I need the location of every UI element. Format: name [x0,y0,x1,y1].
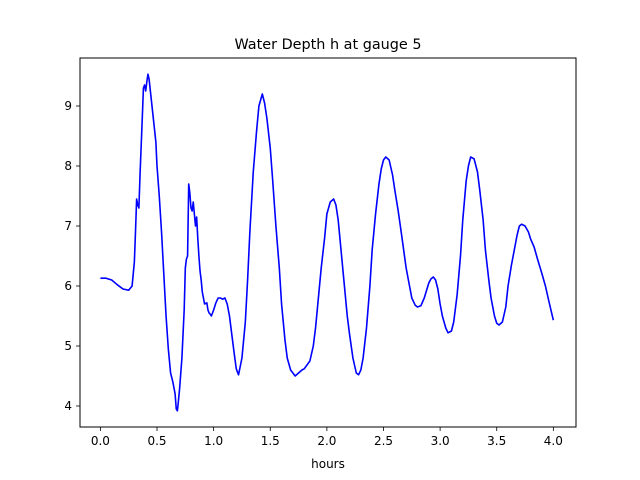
plot-area [100,73,555,412]
x-tick-label: 3.0 [431,434,450,448]
x-tick-label: 0.5 [147,434,166,448]
y-tick-label: 7 [64,219,72,233]
x-axis-label: hours [311,457,345,471]
x-tick-label: 4.0 [544,434,563,448]
y-tick-label: 5 [64,339,72,353]
y-tick-label: 9 [64,99,72,113]
x-tick-label: 1.0 [204,434,223,448]
x-tick-label: 3.5 [487,434,506,448]
series-line-0 [100,73,555,412]
y-tick-label: 4 [64,399,72,413]
y-tick-label: 6 [64,279,72,293]
axes-frame [79,57,577,428]
x-tick-label: 0.0 [91,434,110,448]
x-tick-label: 2.0 [317,434,336,448]
x-tick-label: 1.5 [261,434,280,448]
chart-title: Water Depth h at gauge 5 [234,37,421,53]
x-tick-label: 2.5 [374,434,393,448]
axis-ticks: 0.0 0.5 1.0 1.5 2.0 2.5 3.0 3.5 4.0 4 5 6 7 8 9 [64,99,563,448]
y-tick-label: 8 [64,159,72,173]
